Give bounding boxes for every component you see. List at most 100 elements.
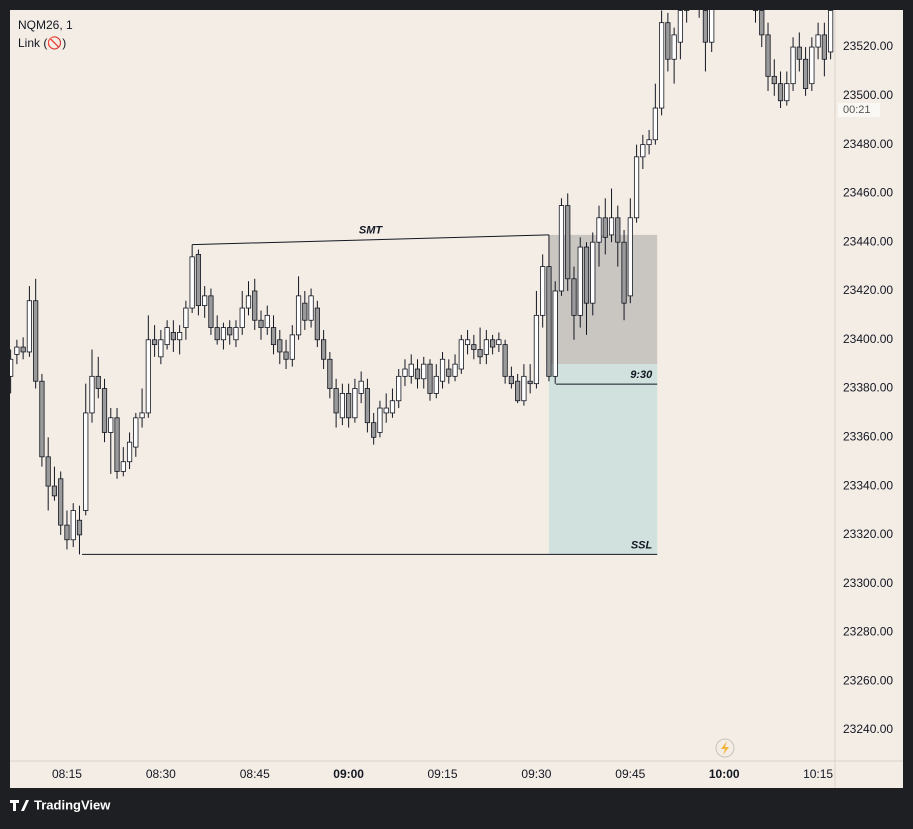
candle-body	[346, 393, 352, 419]
candle-body	[302, 302, 308, 321]
candle-body	[145, 339, 151, 414]
x-tick-label: 08:45	[240, 767, 270, 781]
y-tick-label: 23500.00	[843, 88, 893, 102]
candle-body	[158, 339, 164, 358]
candle-body	[464, 339, 471, 346]
candle-body	[295, 295, 302, 336]
candle-body	[126, 441, 133, 463]
candle-body	[45, 456, 51, 487]
candle-body	[33, 300, 39, 382]
candle-body	[483, 339, 489, 355]
candle-body	[521, 375, 527, 402]
candle-body	[684, 10, 690, 11]
y-tick-label: 23520.00	[843, 39, 893, 53]
annotation-label: 9:30	[630, 369, 653, 381]
candle-body	[571, 278, 577, 316]
candle-body	[815, 34, 821, 48]
candle-body	[496, 339, 502, 346]
candle-body	[652, 107, 658, 141]
x-tick-label: 10:00	[709, 767, 740, 781]
candle-body	[333, 388, 339, 414]
y-tick-label: 23480.00	[843, 137, 893, 151]
candle-body	[796, 46, 802, 60]
candle-body	[640, 144, 646, 158]
candle-body	[802, 58, 809, 89]
candle-body	[621, 241, 627, 304]
candle-body	[139, 412, 145, 419]
candle-body	[120, 461, 126, 472]
candle-body	[702, 10, 709, 43]
brand-logo[interactable]: TradingView	[10, 797, 111, 812]
candle-body	[95, 375, 101, 389]
candle-body	[452, 363, 458, 377]
symbol: NQM26, 1	[18, 18, 73, 32]
candle-body	[771, 75, 777, 85]
candle-body	[89, 375, 95, 414]
x-tick-label: 09:45	[615, 767, 645, 781]
candle-body	[58, 478, 64, 526]
y-tick-label: 23360.00	[843, 429, 893, 443]
x-tick-label: 09:00	[333, 767, 364, 781]
candle-body	[10, 358, 14, 377]
candle-body	[615, 217, 621, 243]
alert-icon[interactable]	[715, 738, 735, 758]
candle-body	[314, 307, 320, 341]
candle-body	[352, 388, 358, 419]
candle-body	[565, 205, 571, 280]
candle-body	[151, 339, 158, 346]
candle-body	[471, 344, 477, 350]
x-tick-label: 08:30	[146, 767, 176, 781]
candle-body	[527, 380, 533, 385]
candle-body	[327, 358, 333, 389]
candle-body	[577, 246, 583, 316]
candle-body	[515, 380, 521, 402]
candle-body	[20, 346, 26, 353]
candle-body	[421, 363, 427, 380]
candle-body	[659, 22, 665, 109]
candle-body	[646, 139, 652, 146]
candle-body	[108, 417, 114, 433]
plot-area: SMT 9:30 SSL	[10, 10, 834, 555]
brand: TradingView	[34, 797, 111, 812]
candle-body	[252, 290, 258, 321]
candle-body	[596, 217, 602, 243]
annotation-label: SMT	[359, 225, 384, 237]
candle-body	[427, 363, 433, 394]
candle-body	[546, 266, 552, 377]
candle-body	[258, 319, 264, 328]
candle-body	[264, 314, 270, 328]
candle-body	[433, 375, 439, 394]
candle-body	[245, 295, 252, 309]
y-tick-label: 23340.00	[843, 478, 893, 492]
candle-body	[189, 256, 195, 309]
candle-body	[14, 346, 20, 355]
candle-body	[558, 205, 565, 292]
candle-body	[51, 485, 58, 497]
candle-body	[220, 327, 227, 341]
candle-body	[602, 217, 608, 238]
candle-body	[784, 83, 790, 102]
candle-body	[283, 351, 289, 360]
candle-body	[790, 46, 796, 85]
countdown: 00:21	[843, 104, 871, 116]
candle-body	[389, 400, 396, 414]
candle-body	[408, 363, 414, 377]
x-tick-label: 09:30	[521, 767, 551, 781]
candle-body	[195, 253, 202, 307]
candle-body	[339, 393, 345, 419]
candle-body	[83, 412, 89, 511]
candle-body	[64, 524, 70, 541]
candle-body	[170, 332, 176, 341]
candle-body	[821, 34, 827, 60]
link-status[interactable]: Link (🚫)	[18, 36, 66, 50]
candle-body	[39, 380, 45, 458]
candle-body	[439, 358, 446, 382]
y-tick-label: 23320.00	[843, 527, 893, 541]
y-tick-label: 23400.00	[843, 332, 893, 346]
candle-body	[164, 327, 170, 346]
candle-body	[358, 380, 364, 394]
candle-body	[214, 327, 220, 341]
candle-body	[101, 388, 108, 433]
candle-body	[828, 10, 834, 53]
candle-body	[633, 156, 640, 219]
